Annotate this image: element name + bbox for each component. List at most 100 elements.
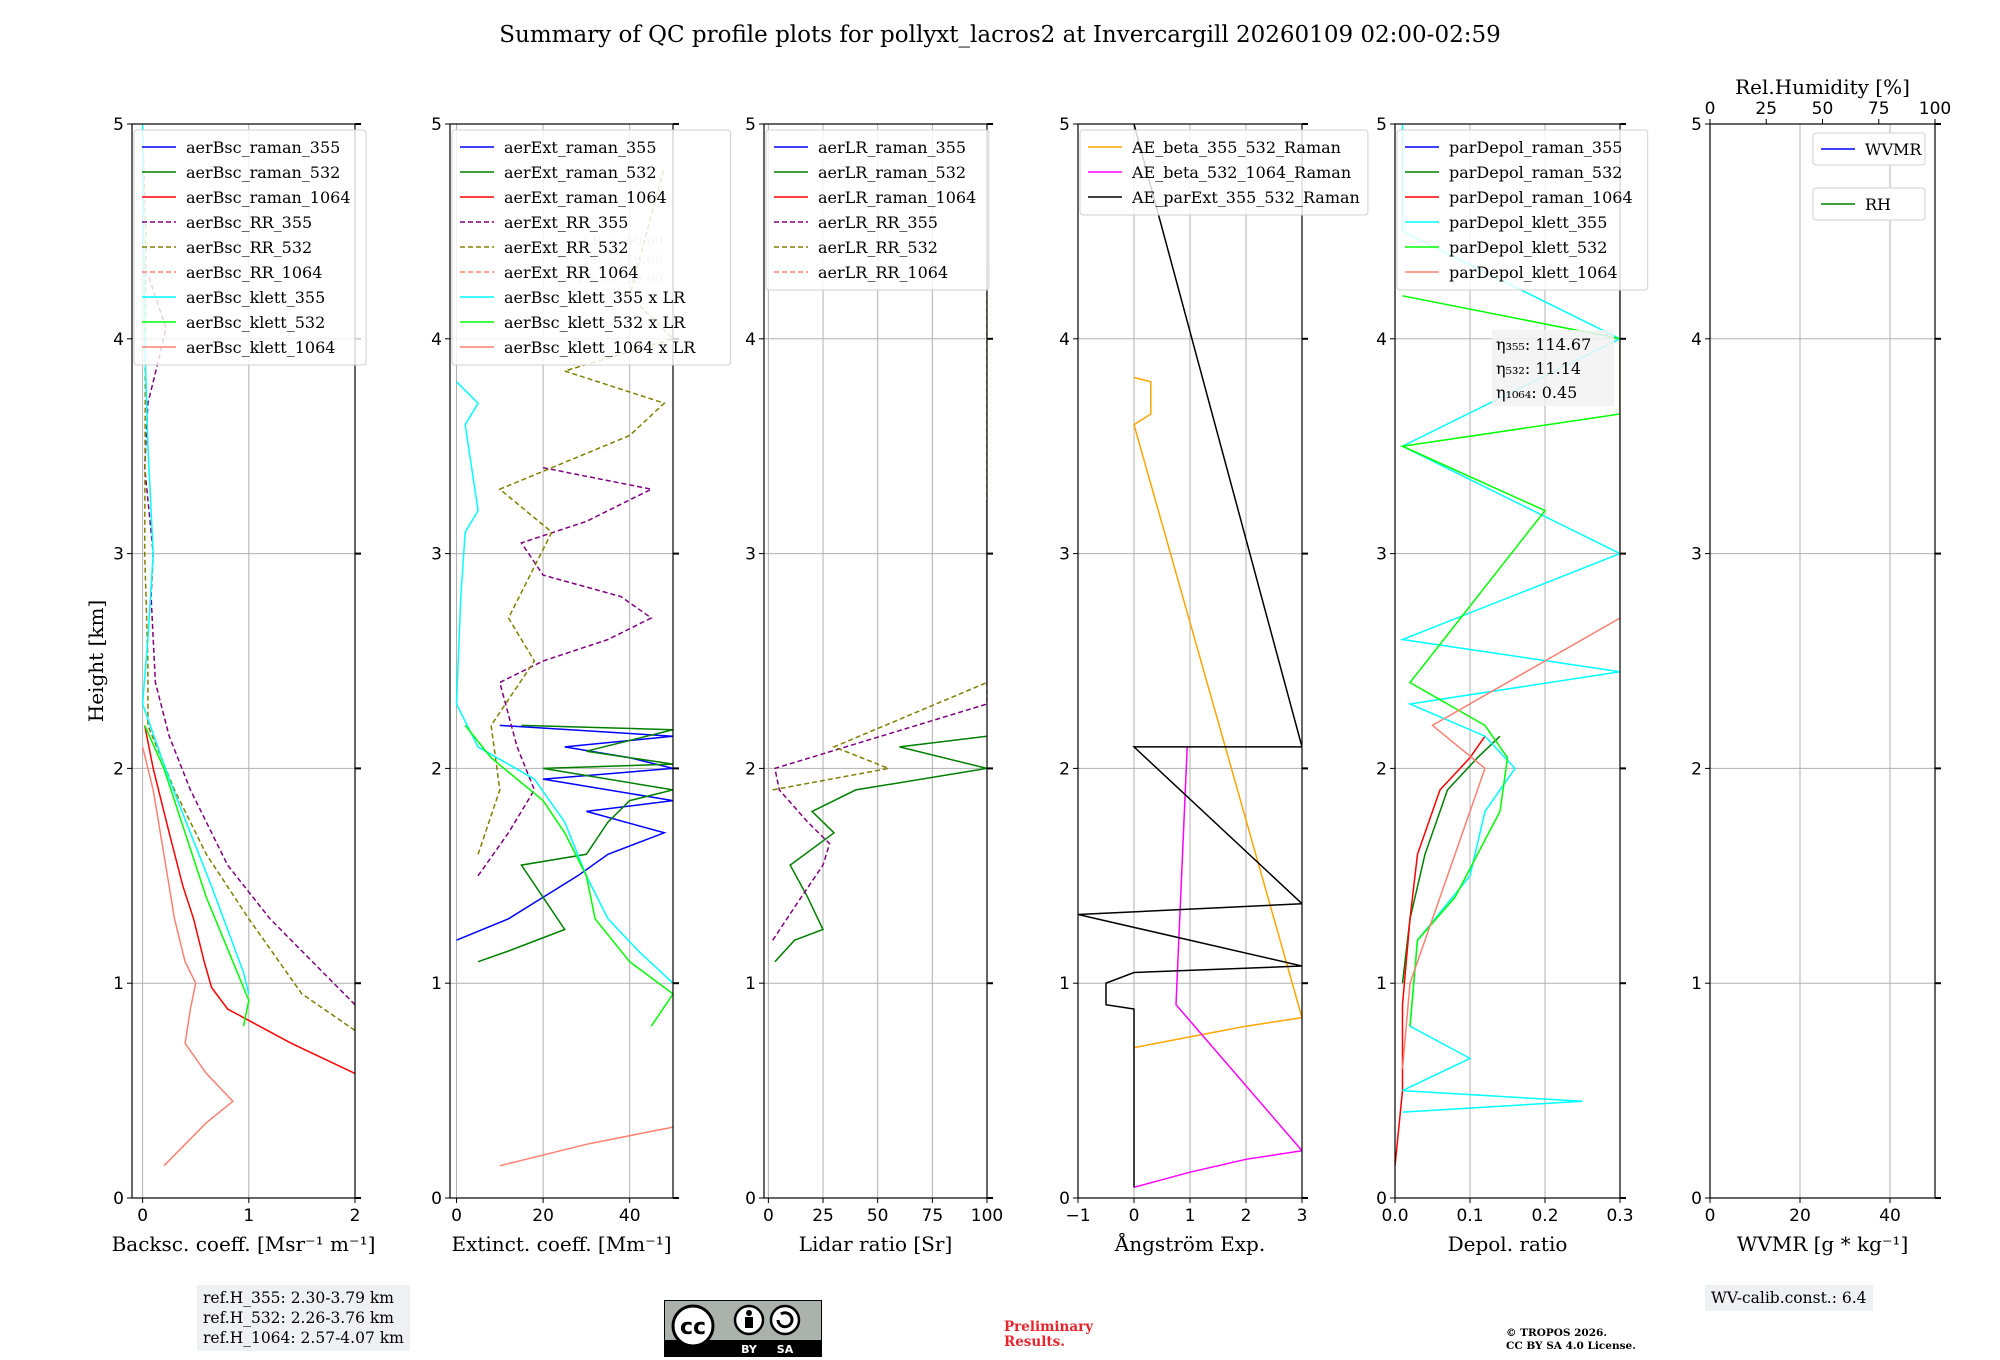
cc-icon: cc BY SA <box>665 1304 821 1356</box>
panel-bsc: 0 1 2 0 1 2 3 4 5 Backsc. coeff. [Msr⁻¹ m⁻¹] Heigh… <box>84 115 375 1256</box>
legend-label: aerLR_raman_532 <box>818 163 966 182</box>
legend-box <box>765 129 990 291</box>
series-line-aerLR-RR-355 <box>772 499 987 941</box>
x-tick-label: 0 <box>137 1206 148 1226</box>
legend-label: parDepol_raman_532 <box>1449 163 1622 182</box>
legend-label: AE_parExt_355_532_Raman <box>1131 188 1360 207</box>
legend-label: RH <box>1865 195 1891 214</box>
x-tick-label: 40 <box>619 1206 641 1226</box>
legend-label: parDepol_klett_1064 <box>1449 263 1618 282</box>
x-tick-label: 2 <box>350 1206 361 1226</box>
y-tick-label: 3 <box>1691 545 1702 565</box>
ref-h-355: ref.H_355: 2.30-3.79 km <box>203 1289 394 1307</box>
eta-annotation: η₅₃₂: 11.14 <box>1496 359 1581 378</box>
y-tick-label: 1 <box>113 974 124 994</box>
y-tick-label: 1 <box>1059 974 1070 994</box>
legend-label: aerLR_RR_1064 <box>818 263 948 282</box>
svg-text:cc: cc <box>680 1315 706 1340</box>
series-line-parDepol-klett-1064 <box>1401 209 1620 1070</box>
preliminary-label: Preliminary Results. <box>1004 1320 1093 1350</box>
series-line-parDepol-klett-532 <box>1399 295 1620 1027</box>
x-tick-label: 2 <box>1241 1206 1252 1226</box>
legend-box <box>451 129 732 366</box>
x-tick-label: 1 <box>243 1206 254 1226</box>
y-tick-label: 3 <box>1059 545 1070 565</box>
x-tick-label: 0.2 <box>1531 1206 1558 1226</box>
ref-h-1064: ref.H_1064: 2.57-4.07 km <box>203 1329 404 1347</box>
ref-h-532: ref.H_532: 2.26-3.76 km <box>203 1309 394 1327</box>
x-tick-label: 40 <box>1879 1206 1901 1226</box>
series-line-aerBsc-klett-1064-x-LR <box>499 1126 673 1167</box>
y-tick-label: 2 <box>1059 759 1070 779</box>
y-tick-label: 5 <box>1691 115 1702 135</box>
x-tick-label: 75 <box>922 1206 944 1226</box>
axes-frame <box>1709 123 1936 1199</box>
legend-box <box>1812 132 1926 166</box>
data-layer <box>772 263 987 963</box>
x-tick-label: 0.0 <box>1381 1206 1408 1226</box>
y-tick-label: 4 <box>1691 330 1702 350</box>
y-tick-label: 2 <box>1376 759 1387 779</box>
prelim-line-1: Preliminary <box>1004 1319 1094 1335</box>
legend-label: aerBsc_RR_1064 <box>186 263 322 282</box>
y-axis-label: Height [km] <box>84 600 108 722</box>
legend-label: aerBsc_klett_355 <box>186 288 325 307</box>
x2-tick-label: 25 <box>1755 99 1777 119</box>
axes-frame <box>449 123 674 1199</box>
series-line-AE-parExt-355-532-Raman <box>1078 124 1302 1188</box>
series-line-aerBsc-klett-355-x-LR <box>455 381 673 984</box>
x2-tick-label: 0 <box>1705 99 1716 119</box>
y-tick-label: 1 <box>1376 974 1387 994</box>
x-axis-label: WVMR [g * kg⁻¹] <box>1737 1232 1909 1256</box>
y-tick-label: 1 <box>1691 974 1702 994</box>
y-tick-label: 5 <box>113 115 124 135</box>
axes-frame <box>763 123 988 1199</box>
legend-label: aerExt_raman_1064 <box>504 188 667 207</box>
legend-box <box>1396 129 1649 291</box>
data-layer <box>455 166 673 1167</box>
y-tick-label: 3 <box>1376 545 1387 565</box>
x-tick-label: 25 <box>812 1206 834 1226</box>
legend-label: aerBsc_klett_532 <box>186 313 325 332</box>
series-line-aerLR-RR-532 <box>772 263 987 791</box>
legend-label: aerBsc_klett_532 x LR <box>504 313 686 332</box>
panel-lr: 0 25 50 75 100 0 1 2 3 4 5 Lidar ratio [Sr] aerLR_ra… <box>745 115 1003 1256</box>
series-line-aerExt-RR-355 <box>477 466 654 877</box>
x-tick-label: 0 <box>1705 1206 1716 1226</box>
series-line-aerLR-raman-532 <box>774 735 987 963</box>
x-axis-label: Lidar ratio [Sr] <box>799 1232 953 1256</box>
x2-tick-label: 75 <box>1868 99 1890 119</box>
series-line-aerBsc-RR-355 <box>143 274 355 1006</box>
x-axis-label: Ångström Exp. <box>1114 1231 1265 1256</box>
eta-annotation: η₃₅₅: 114.67 <box>1496 335 1591 354</box>
y-tick-label: 4 <box>1376 330 1387 350</box>
x-tick-label: 3 <box>1297 1206 1308 1226</box>
x2-tick-label: 100 <box>1919 99 1951 119</box>
eta-annotation: η₁₀₆₄: 0.45 <box>1496 383 1577 402</box>
axes-frame <box>131 123 356 1199</box>
series-line-aerExt-raman-532 <box>477 724 673 963</box>
y-tick-label: 0 <box>431 1189 442 1209</box>
y-tick-label: 4 <box>1059 330 1070 350</box>
y-tick-label: 0 <box>745 1189 756 1209</box>
legend-box <box>133 129 367 366</box>
legend-label: parDepol_raman_1064 <box>1449 188 1633 207</box>
y-tick-label: 3 <box>745 545 756 565</box>
legend-label: aerBsc_klett_1064 x LR <box>504 338 696 357</box>
tropos-line-2: CC BY SA 4.0 License. <box>1506 1340 1636 1352</box>
series-line-AE-beta-532-1064-Raman <box>1133 746 1302 1189</box>
y-tick-label: 2 <box>113 759 124 779</box>
legend-label: WVMR <box>1865 140 1922 159</box>
legend-label: AE_beta_532_1064_Raman <box>1131 163 1351 182</box>
panel-wv: 0 20 40 0 1 2 3 4 5 WVMR [g * kg⁻¹] 0 25 50 75 100 Rel.… <box>1691 75 1951 1256</box>
data-layer <box>141 124 355 1167</box>
legend-label: aerBsc_raman_1064 <box>186 188 351 207</box>
x-tick-label: 50 <box>867 1206 889 1226</box>
wv-calib-text: WV-calib.const.: 6.4 <box>1711 1289 1867 1307</box>
y-tick-label: 5 <box>1376 115 1387 135</box>
axes-frame <box>1394 123 1621 1199</box>
legend-label: aerLR_raman_355 <box>818 138 966 157</box>
legend-label: aerBsc_raman_532 <box>186 163 340 182</box>
x2-axis-label: Rel.Humidity [%] <box>1735 75 1910 99</box>
